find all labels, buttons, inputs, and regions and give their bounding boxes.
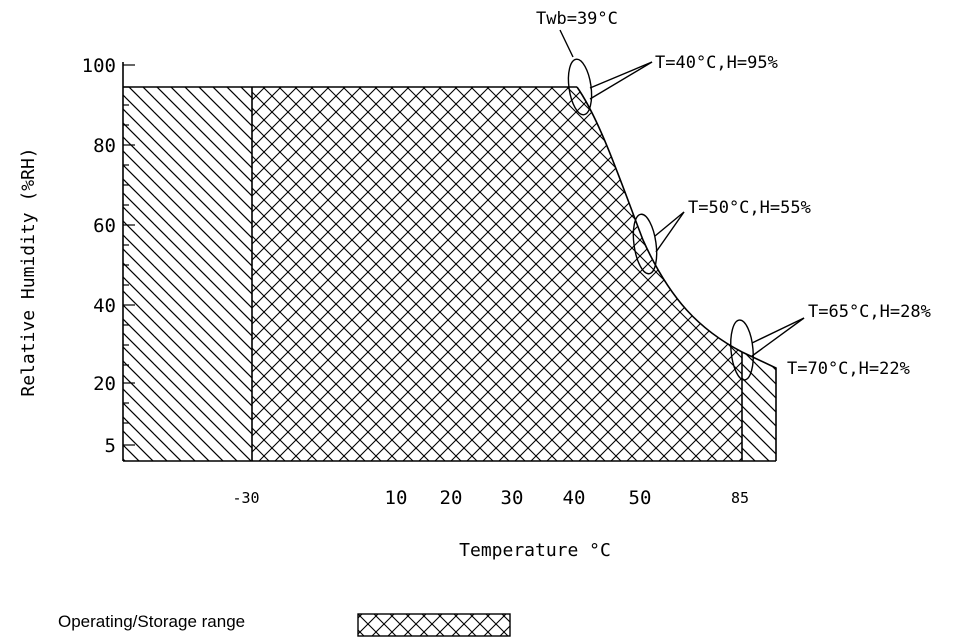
y-tick-labels: 100 80 60 40 20 5 xyxy=(82,55,116,457)
y-axis-ticks xyxy=(123,64,135,446)
x-tick-label: 85 xyxy=(731,489,749,507)
operating-storage-region xyxy=(252,87,742,461)
x-tick-label: -30 xyxy=(232,489,259,507)
annotation-t65: T=65°C,H=28% xyxy=(808,302,931,322)
y-axis-label: Relative Humidity (%RH) xyxy=(18,147,39,396)
legend-label: Operating/Storage range xyxy=(58,612,245,631)
annotation-t70: T=70°C,H=22% xyxy=(787,359,910,379)
marker-ellipse-40 xyxy=(567,58,593,116)
y-tick-label: 20 xyxy=(93,373,116,395)
x-tick-label: 40 xyxy=(563,487,586,509)
y-tick-label: 40 xyxy=(93,295,116,317)
legend-swatch xyxy=(357,613,511,637)
x-tick-label: 10 xyxy=(385,487,408,509)
y-tick-label: 80 xyxy=(93,135,116,157)
annotation-t40: T=40°C,H=95% xyxy=(655,53,778,73)
annotation-labels: Twb=39°C T=40°C,H=95% T=50°C,H=55% T=65°… xyxy=(536,9,931,379)
x-axis-label: Temperature °C xyxy=(459,540,611,561)
region-outline xyxy=(123,86,777,461)
x-tick-labels: -30 10 20 30 40 50 85 xyxy=(232,487,749,509)
x-tick-label: 30 xyxy=(501,487,524,509)
x-tick-label: 50 xyxy=(629,487,652,509)
y-tick-label: 60 xyxy=(93,215,116,237)
annotation-twb: Twb=39°C xyxy=(536,9,618,29)
marker-ellipse-65-70 xyxy=(730,319,754,381)
storage-only-region xyxy=(123,87,776,461)
legend: Operating/Storage range xyxy=(58,612,511,637)
y-tick-label: 100 xyxy=(82,55,116,77)
marker-ellipse-50 xyxy=(632,213,658,275)
annotation-t50: T=50°C,H=55% xyxy=(688,198,811,218)
annotation-markers xyxy=(559,29,805,381)
y-tick-label: 5 xyxy=(105,435,116,457)
x-tick-label: 20 xyxy=(440,487,463,509)
axes xyxy=(122,62,776,462)
